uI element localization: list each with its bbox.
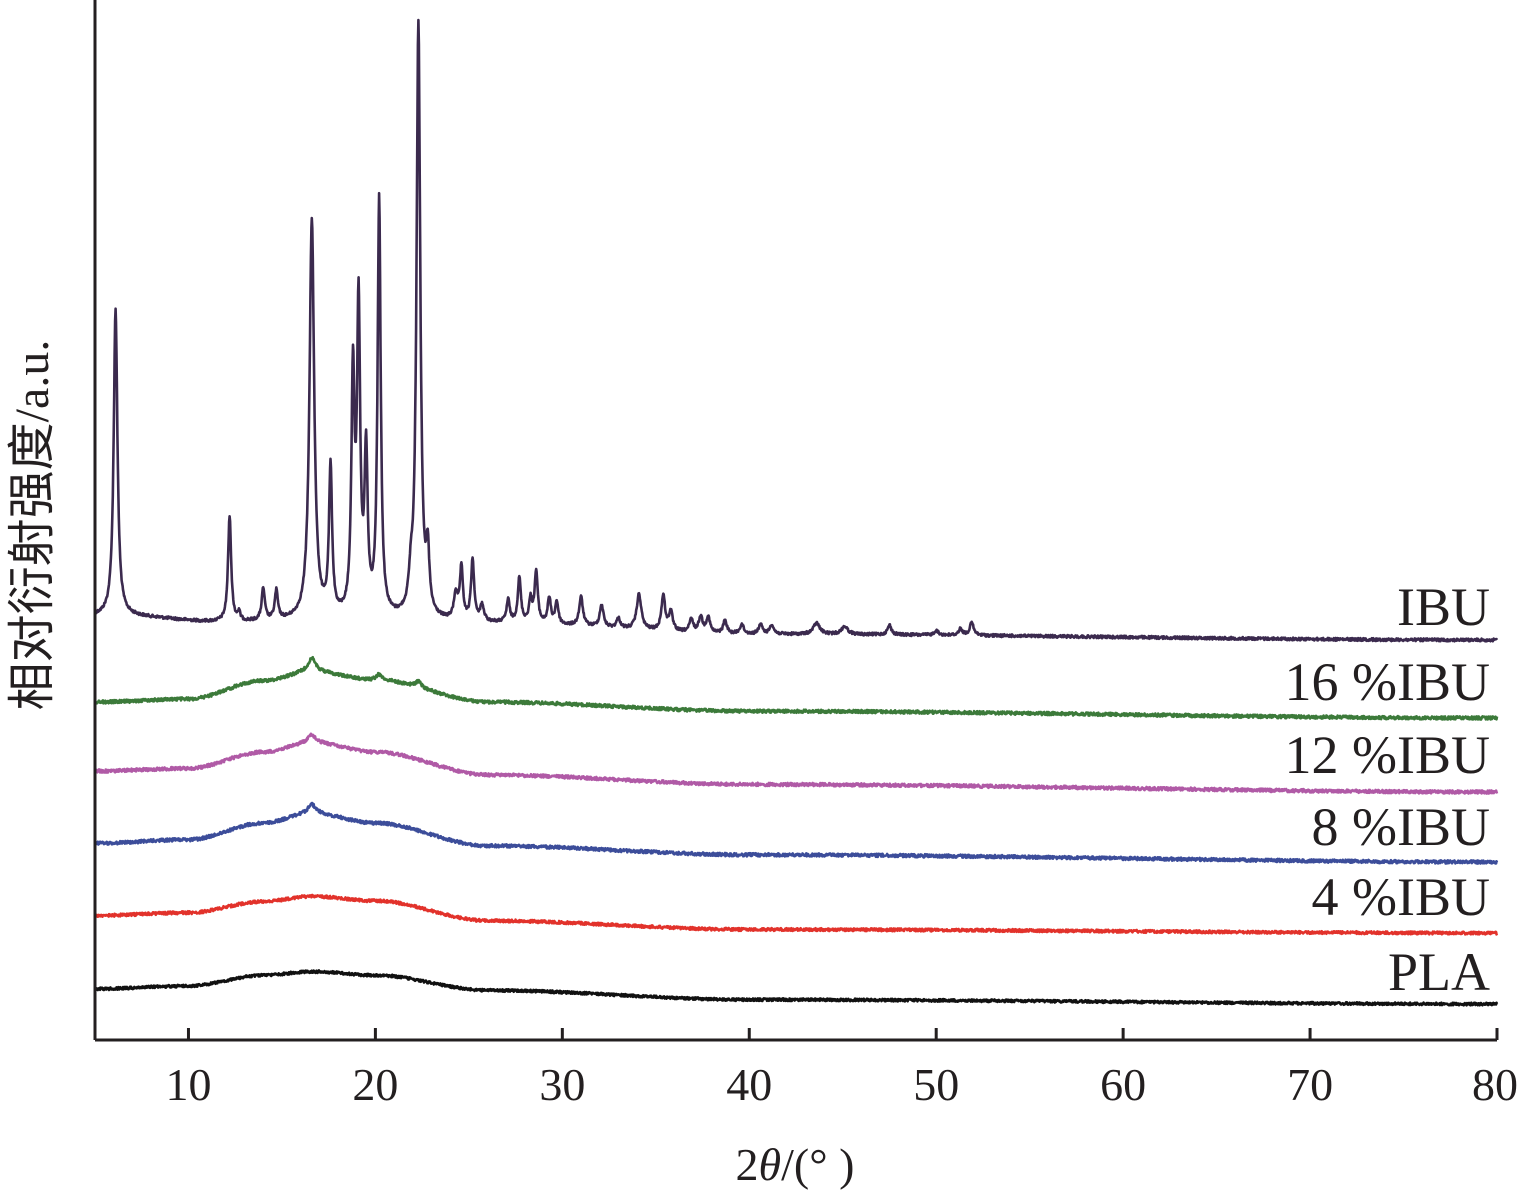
series-label: 4 %IBU <box>1312 867 1490 927</box>
y-axis-label: 相对衍射强度/a.u. <box>6 340 59 711</box>
series-line-12-ibu <box>93 732 1499 795</box>
series-labels: IBU 16 %IBU 12 %IBU 8 %IBU 4 %IBU PLA <box>1285 577 1490 1002</box>
x-axis-label: 2θ/(° ) <box>736 1139 855 1190</box>
series-line-16-ibu <box>94 655 1499 721</box>
series-label: 8 %IBU <box>1312 797 1490 857</box>
x-tick-label: 80 <box>1472 1059 1518 1110</box>
series-label: 12 %IBU <box>1285 725 1490 785</box>
series-label: 16 %IBU <box>1285 652 1490 712</box>
series-label: PLA <box>1388 942 1490 1002</box>
plot-lines <box>93 18 1499 1007</box>
series-line-8-ibu <box>94 801 1499 865</box>
x-tick-label: 70 <box>1287 1059 1333 1110</box>
x-tick-label: 40 <box>726 1059 772 1110</box>
series-label: IBU <box>1397 577 1490 637</box>
x-ticks: 10 20 30 40 50 60 70 80 <box>165 1028 1518 1110</box>
x-tick-label: 60 <box>1100 1059 1146 1110</box>
series-line-4-ibu <box>94 893 1499 936</box>
x-tick-label: 30 <box>539 1059 585 1110</box>
x-tick-label: 10 <box>165 1059 211 1110</box>
x-tick-label: 50 <box>913 1059 959 1110</box>
axes: 10 20 30 40 50 60 70 80 <box>93 0 1518 1110</box>
series-line-ibu <box>93 18 1499 643</box>
series-line-pla <box>93 969 1499 1007</box>
x-tick-label: 20 <box>352 1059 398 1110</box>
